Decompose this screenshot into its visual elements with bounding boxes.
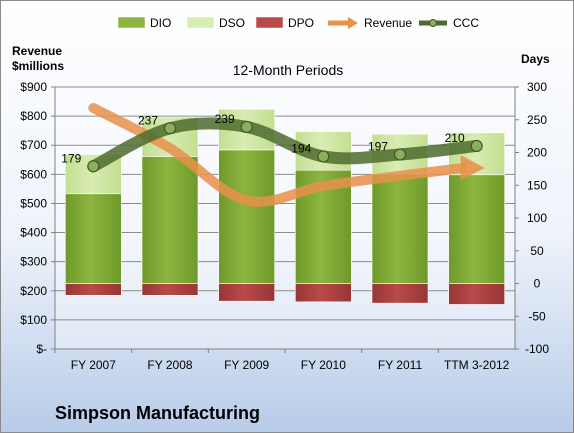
left-tick-label: $900 [20, 80, 47, 94]
left-tick-label: $800 [20, 109, 47, 123]
left-tick-label: $300 [20, 255, 47, 269]
legend-swatch-dso [186, 16, 215, 29]
x-tick-label: FY 2010 [301, 358, 346, 372]
legend: DIO DSO DPO Revenue CCC [117, 16, 479, 30]
left-tick-label: $700 [20, 138, 47, 152]
legend-arrowhead [348, 17, 358, 29]
x-tick-label: FY 2007 [71, 358, 116, 372]
ccc-data-label: 197 [368, 139, 388, 153]
ccc-marker [393, 148, 407, 161]
bar-dpo [295, 283, 352, 303]
ccc-data-label: 210 [445, 131, 465, 145]
right-tick-label: 100 [527, 211, 547, 225]
left-tick-label: $600 [20, 167, 47, 181]
x-tick-label: FY 2008 [147, 358, 192, 372]
right-tick-label: 300 [527, 80, 547, 94]
ccc-marker [163, 122, 177, 135]
bar-dpo [371, 283, 429, 304]
legend-label: DPO [288, 16, 314, 30]
ccc-data-label: 179 [61, 151, 81, 165]
right-axis-title: Days [521, 52, 550, 66]
bar-dio [141, 156, 199, 284]
right-tick-label: 200 [527, 146, 547, 160]
bar-dpo [448, 283, 505, 305]
ccc-marker [317, 150, 330, 163]
left-tick-label: $200 [20, 284, 47, 298]
revenue-line [88, 102, 468, 207]
bar-dio [448, 174, 505, 284]
ccc-data-label: 237 [138, 113, 158, 127]
axes: $- $100 $200 $300 $400 $500 $600 $700 $800 $900 -1… [20, 80, 549, 372]
chart-subtitle: 12-Month Periods [233, 62, 344, 78]
legend-label: CCC [453, 16, 479, 30]
right-tick-label: 0 [534, 277, 541, 291]
left-tick-label: $400 [20, 226, 47, 240]
right-tick-label: -50 [528, 309, 546, 323]
ccc-marker [470, 139, 483, 153]
ccc-data-label: 239 [215, 112, 235, 126]
left-tick-label: $- [36, 342, 47, 356]
company-name: Simpson Manufacturing [55, 403, 260, 423]
legend-swatch-dpo [255, 16, 284, 29]
left-axis-title: Revenue $millions [12, 44, 64, 73]
bar-dpo [65, 283, 122, 296]
left-tick-label: $500 [20, 196, 47, 210]
right-tick-label: -100 [525, 342, 549, 356]
legend-label: DSO [219, 16, 245, 30]
legend-marker [429, 19, 437, 27]
ccc-data-label: 194 [291, 141, 311, 155]
x-tick-label: FY 2009 [224, 358, 269, 372]
bar-dio [65, 193, 122, 284]
bar-dio [218, 149, 275, 284]
legend-label: DIO [150, 16, 171, 30]
x-tick-label: FY 2011 [378, 358, 423, 372]
left-tick-label: $100 [20, 313, 47, 327]
line-series: 179 237 239 194 197 210 [61, 102, 485, 207]
legend-label: Revenue [364, 16, 412, 30]
ccc-marker [87, 160, 100, 173]
right-tick-label: 150 [527, 178, 547, 192]
bar-dpo [141, 283, 199, 296]
right-tick-label: 250 [527, 113, 547, 127]
x-tick-label: TTM 3-2012 [444, 358, 510, 372]
legend-swatch-dio [117, 16, 146, 29]
ccc-marker [240, 120, 253, 134]
right-tick-label: 50 [530, 244, 544, 258]
bar-dio [371, 173, 429, 284]
revenue-arrowhead [460, 155, 485, 181]
bar-dpo [218, 283, 275, 302]
